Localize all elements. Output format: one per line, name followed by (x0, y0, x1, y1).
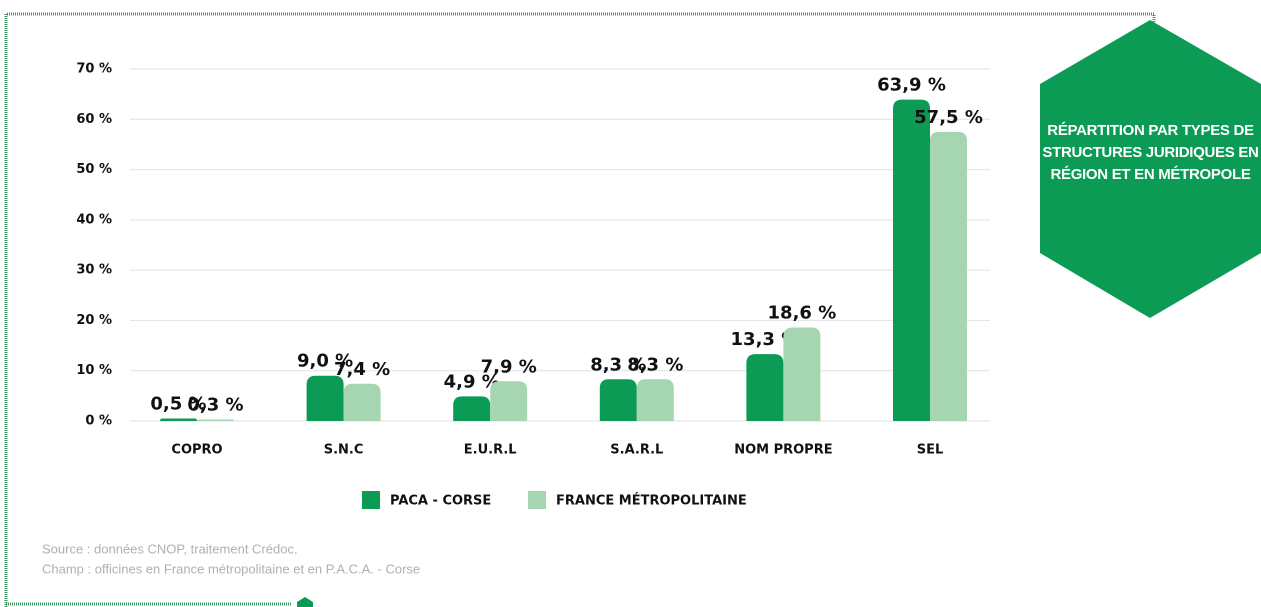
x-tick-label: S.A.R.L (610, 443, 663, 458)
y-tick-label: 60 % (76, 112, 112, 127)
bar (636, 379, 674, 421)
value-label: 8,3 % (590, 354, 646, 375)
bar (783, 327, 821, 421)
y-tick-label: 50 % (76, 162, 112, 177)
frame (4, 12, 1156, 607)
bar (343, 383, 381, 421)
note: Source : données CNOP, traitement Crédoc… (42, 541, 298, 556)
value-label: 0,3 % (187, 394, 243, 415)
value-label: 0,5 % (150, 393, 206, 414)
chart-title: RÉPARTITION PAR TYPES DE STRUCTURES JURI… (1042, 122, 1259, 183)
legend-label: FRANCE MÉTROPOLITAINE (556, 493, 747, 509)
note: Champ : officines en France métropolitai… (42, 561, 420, 576)
bar (160, 418, 197, 421)
value-label: 7,4 % (334, 359, 390, 380)
value-label: 63,9 % (877, 75, 946, 96)
value-label: 8,3 % (627, 354, 683, 375)
value-label: 57,5 % (914, 107, 983, 128)
y-tick-label: 10 % (76, 363, 112, 378)
legend-swatch (528, 491, 546, 509)
legend-label: PACA - CORSE (390, 494, 491, 509)
legend-swatch (362, 491, 380, 509)
y-tick-label: 40 % (76, 212, 112, 227)
small-hexagon (297, 597, 313, 607)
bar (306, 375, 344, 421)
y-tick-label: 20 % (76, 313, 112, 328)
value-label: 4,9 % (444, 371, 500, 392)
y-tick-label: 30 % (76, 263, 112, 278)
y-tick-label: 0 % (85, 414, 112, 429)
bar (893, 99, 930, 421)
value-label: 18,6 % (768, 302, 837, 323)
bar (599, 379, 637, 421)
bar (453, 396, 491, 421)
title-hexagon (1040, 20, 1261, 318)
x-tick-label: S.N.C (324, 443, 364, 458)
value-label: 13,3 % (731, 329, 800, 350)
bar (197, 419, 234, 421)
bar (930, 131, 967, 421)
y-tick-label: 70 % (76, 62, 112, 77)
x-tick-label: E.U.R.L (464, 443, 517, 458)
value-label: 9,0 % (297, 351, 353, 372)
x-tick-label: SEL (917, 443, 944, 458)
value-label: 7,9 % (481, 356, 537, 377)
bar (490, 381, 528, 421)
x-tick-label: NOM PROPRE (734, 443, 832, 458)
x-tick-label: COPRO (171, 443, 222, 458)
bar (746, 354, 784, 421)
